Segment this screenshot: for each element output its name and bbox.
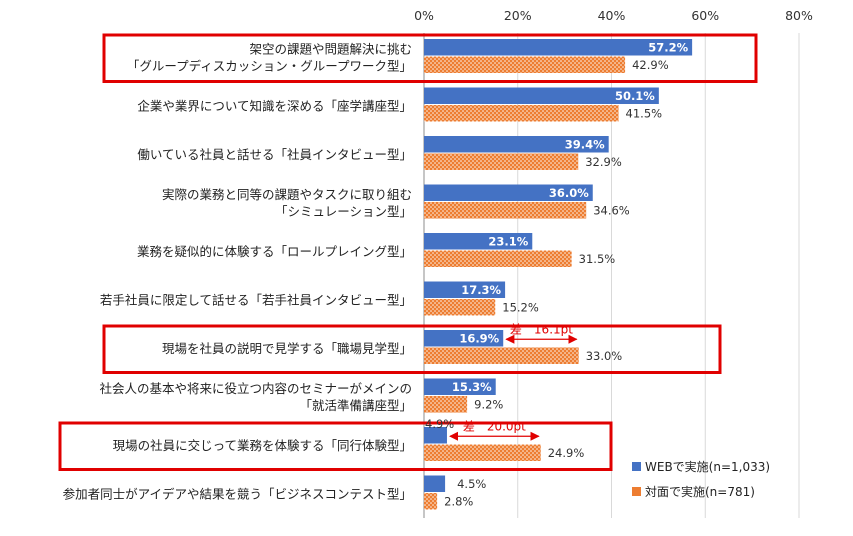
- bar-web: [424, 475, 446, 492]
- difference-annotations: 差 16.1pt 差 20.0pt: [449, 322, 578, 441]
- data-label-face: 32.9%: [585, 155, 622, 169]
- category-label: 現場の社員に交じって業務を体験する「同行体験型」: [113, 438, 412, 453]
- legend-label: 対面で実施(n=781): [645, 484, 755, 499]
- difference-label: 差 16.1pt: [510, 322, 573, 336]
- legend-swatch: [632, 487, 641, 496]
- category-label: 若手社員に限定して話せる「若手社員インタビュー型」: [100, 292, 412, 307]
- category-label: 企業や業界について知識を深める「座学講座型」: [137, 98, 412, 113]
- x-tick-label: 40%: [598, 8, 626, 23]
- bar-web: [424, 136, 609, 153]
- bar-web: [424, 233, 533, 250]
- data-label-web: 50.1%: [615, 89, 655, 103]
- bar-face: [424, 493, 438, 510]
- data-label-web: 39.4%: [565, 138, 605, 152]
- category-labels: 架空の課題や問題解決に挑む「グループディスカッション・グループワーク型」企業や業…: [63, 41, 412, 501]
- data-label-web: 4.5%: [457, 477, 486, 491]
- data-label-face: 41.5%: [626, 107, 663, 121]
- x-tick-label: 0%: [414, 8, 434, 23]
- bar-face: [424, 299, 496, 316]
- legend: WEBで実施(n=1,033) 対面で実施(n=781): [632, 459, 770, 499]
- bar-face: [424, 250, 572, 267]
- bar-face: [424, 444, 541, 461]
- data-label-web: 4.9%: [425, 417, 454, 431]
- bar-web: [424, 281, 506, 298]
- data-label-web: 17.3%: [461, 283, 501, 297]
- bar-web: [424, 87, 659, 104]
- bar-web: [424, 378, 496, 395]
- category-label: 参加者同士がアイデアや結果を競う「ビジネスコンテスト型」: [63, 486, 412, 501]
- data-label-face: 2.8%: [444, 495, 473, 509]
- data-label-web: 16.9%: [459, 332, 499, 346]
- bar-web: [424, 39, 693, 56]
- data-label-web: 15.3%: [452, 380, 492, 394]
- category-label: 業務を疑似的に体験する「ロールプレイング型」: [137, 244, 412, 259]
- legend-swatch: [632, 462, 641, 471]
- data-label-face: 42.9%: [632, 58, 669, 72]
- x-tick-label: 80%: [785, 8, 813, 23]
- bar-web: [424, 330, 504, 347]
- data-label-web: 23.1%: [488, 235, 528, 249]
- category-label: 「就活準備講座型」: [299, 398, 412, 413]
- legend-label: WEBで実施(n=1,033): [645, 459, 770, 474]
- data-label-face: 9.2%: [474, 398, 503, 412]
- data-label-face: 34.6%: [593, 204, 630, 218]
- bar-web: [424, 427, 447, 444]
- category-label: 働いている社員と話せる「社員インタビュー型」: [137, 147, 412, 162]
- category-label: 架空の課題や問題解決に挑む: [249, 41, 412, 56]
- bar-face: [424, 153, 579, 170]
- highlight-box: [102, 33, 758, 83]
- bar-face: [424, 105, 619, 122]
- bar-face: [424, 347, 579, 364]
- data-label-web: 57.2%: [648, 41, 688, 55]
- bar-web: [424, 184, 593, 201]
- category-label: 社会人の基本や将来に役立つ内容のセミナーがメインの: [99, 381, 412, 396]
- category-label: 現場を社員の説明で見学する「職場見学型」: [162, 341, 412, 356]
- highlight-boxes: [58, 33, 758, 471]
- data-label-web: 36.0%: [549, 186, 589, 200]
- data-label-face: 24.9%: [548, 446, 585, 460]
- bar-face: [424, 56, 626, 73]
- bar-face: [424, 202, 587, 219]
- x-tick-label: 20%: [504, 8, 532, 23]
- highlight-box: [58, 421, 613, 471]
- data-label-face: 33.0%: [586, 349, 623, 363]
- highlight-box: [102, 324, 722, 374]
- bars: 57.2% 42.9% 50.1% 41.5% 39.4% 32.9% 36.0% 34.6%…: [424, 39, 693, 510]
- data-label-face: 31.5%: [579, 252, 616, 266]
- bar-face: [424, 396, 468, 413]
- category-label: 実際の業務と同等の課題やタスクに取り組む: [162, 187, 412, 202]
- category-label: 「グループディスカッション・グループワーク型」: [127, 58, 412, 73]
- data-label-face: 15.2%: [502, 301, 539, 315]
- difference-label: 差 20.0pt: [463, 419, 526, 433]
- x-tick-label: 60%: [691, 8, 719, 23]
- category-label: 「シミュレーション型」: [275, 204, 412, 219]
